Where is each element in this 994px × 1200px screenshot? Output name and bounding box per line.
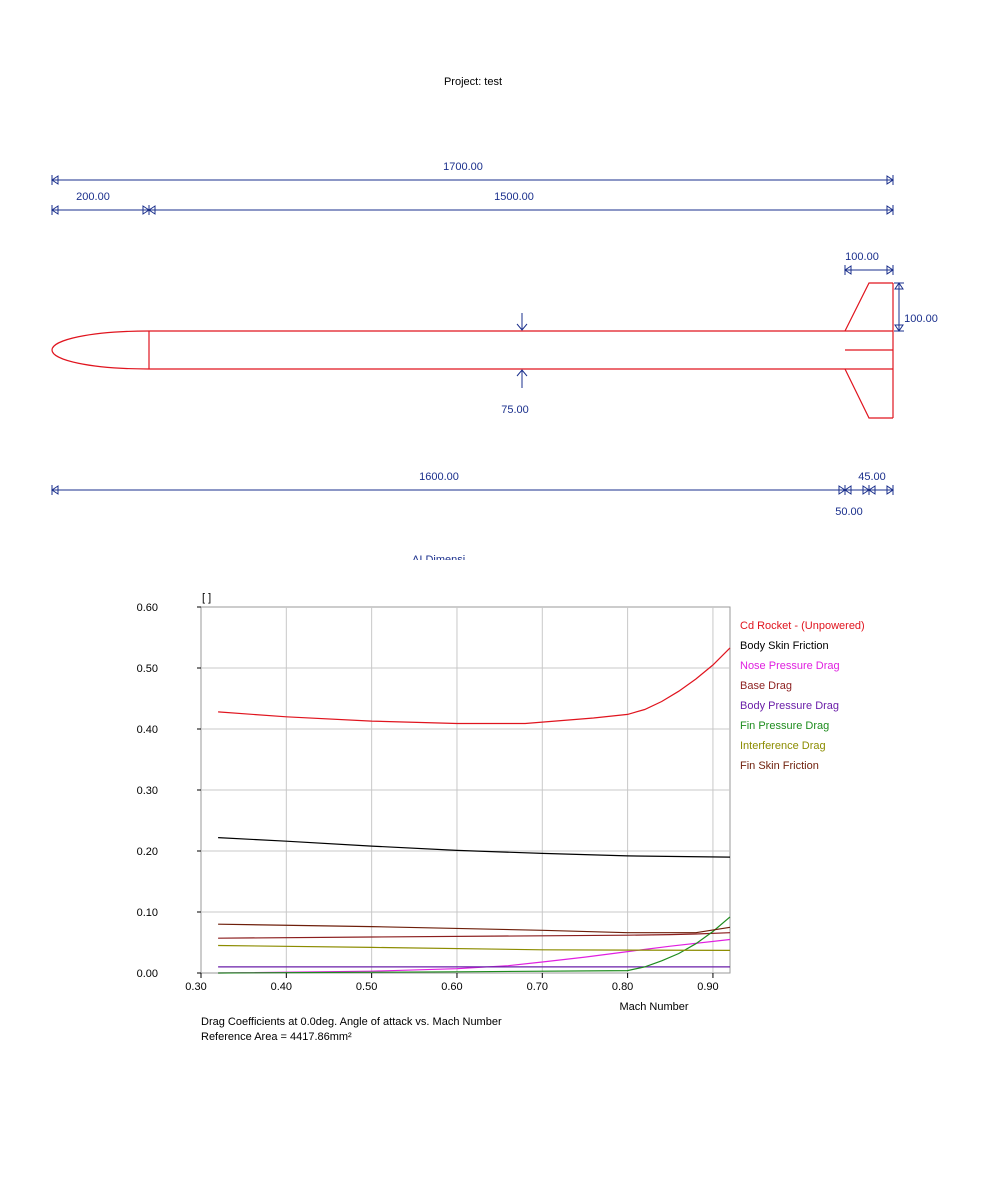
grid-lines	[201, 607, 730, 973]
fin-sweep-label: 50.00	[835, 506, 863, 518]
x-axis-label: Mach Number	[619, 1001, 688, 1013]
y-tick-label: 0.30	[137, 785, 158, 797]
x-tick-label: 0.60	[441, 981, 462, 993]
y-tick-label: 0.50	[137, 663, 158, 675]
fin-root-label: 100.00	[845, 251, 879, 263]
fin-position-label: 1600.00	[419, 471, 459, 483]
chart-caption: Drag Coefficients at 0.0deg. Angle of at…	[201, 1016, 502, 1028]
y-tick-label: 0.60	[137, 602, 158, 614]
legend-entry: Interference Drag	[740, 740, 826, 752]
legend-entry: Fin Skin Friction	[740, 760, 819, 772]
y-tick-label: 0.00	[137, 968, 158, 980]
legend-entry: Nose Pressure Drag	[740, 660, 840, 672]
fin-span-label: 100.00	[904, 313, 938, 325]
x-tick-label: 0.80	[612, 981, 633, 993]
legend-entry: Base Drag	[740, 680, 792, 692]
fin-position-dimension	[51, 485, 894, 495]
lower-fin	[844, 368, 893, 419]
partial-label-clip: ΛI Dimensi	[412, 554, 465, 566]
fin-root-dimension	[844, 265, 894, 275]
nose-body-dimension	[51, 205, 894, 215]
legend-entry: Cd Rocket - (Unpowered)	[740, 620, 865, 632]
diameter-label: 75.00	[501, 404, 529, 416]
legend-entry: Body Skin Friction	[740, 640, 829, 652]
legend: Cd Rocket - (Unpowered) Body Skin Frictio…	[740, 620, 865, 772]
series-line-cd-rocket-unpowered	[218, 647, 731, 725]
series-line-nose-pressure-drag	[218, 938, 731, 974]
y-axis-label: [ ]	[202, 592, 211, 604]
diameter-dimension	[516, 313, 528, 388]
partial-dimension-label: ΛI Dimensi	[412, 554, 465, 566]
y-tick-label: 0.20	[137, 846, 158, 858]
series-line-base-drag	[218, 932, 731, 939]
axes: 0.30 0.40 0.50 0.60 0.70 0.80 0.90 0.00 0.10 0.20…	[137, 602, 719, 993]
y-tick-label: 0.40	[137, 724, 158, 736]
series-line-fin-skin-friction	[218, 923, 731, 934]
fin-span-dimension	[894, 282, 904, 332]
nose-length-label: 200.00	[76, 191, 110, 203]
rocket-drawing: 1700.00 200.00 1500.00 100.00 100.00	[51, 161, 938, 566]
overall-length-label: 1700.00	[443, 161, 483, 173]
series-line-interference-drag	[218, 944, 731, 952]
nose-cone	[51, 330, 150, 370]
overall-length-dimension	[51, 175, 894, 185]
rocket-outline	[51, 282, 894, 419]
series-line-body-skin-friction	[218, 837, 731, 858]
x-tick-label: 0.50	[356, 981, 377, 993]
x-tick-label: 0.40	[271, 981, 292, 993]
x-tick-label: 0.90	[697, 981, 718, 993]
y-tick-label: 0.10	[137, 907, 158, 919]
fin-tip-label: 45.00	[858, 471, 886, 483]
upper-fin	[844, 282, 893, 332]
series-lines	[218, 647, 731, 974]
reference-area: Reference Area = 4417.86mm²	[201, 1031, 352, 1043]
body-length-label: 1500.00	[494, 191, 534, 203]
series-line-fin-pressure-drag	[218, 916, 731, 974]
drag-chart: 0.30 0.40 0.50 0.60 0.70 0.80 0.90 0.00 0.10 0.20…	[137, 592, 865, 1043]
x-tick-label: 0.30	[185, 981, 206, 993]
x-tick-label: 0.70	[527, 981, 548, 993]
legend-entry: Body Pressure Drag	[740, 700, 839, 712]
project-title: Project: test	[444, 76, 502, 88]
legend-entry: Fin Pressure Drag	[740, 720, 829, 732]
